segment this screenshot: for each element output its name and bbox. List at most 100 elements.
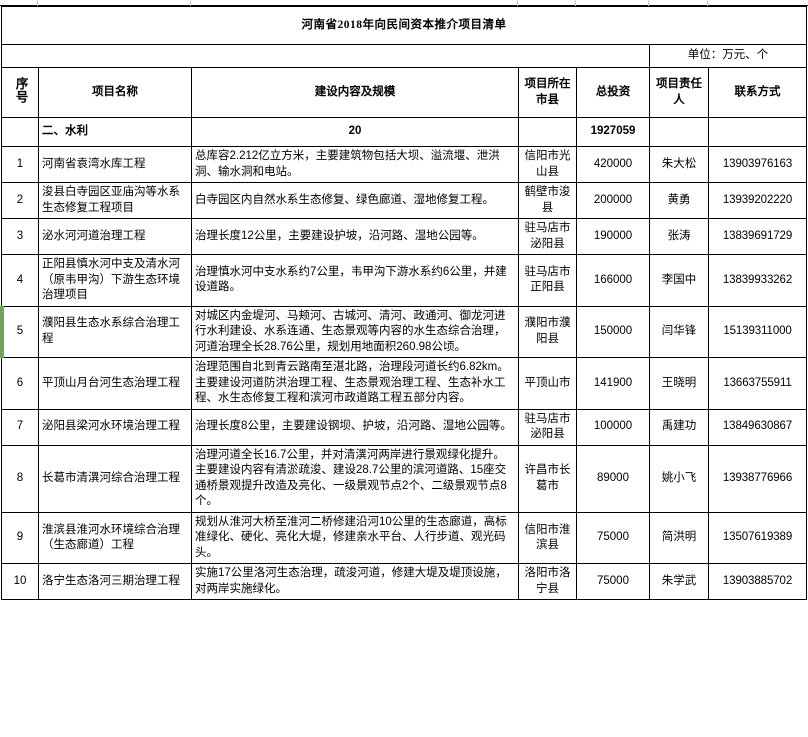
- cell-investment: 200000: [576, 182, 650, 220]
- unit-note: 单位：万元、个: [648, 44, 808, 68]
- cell-person: 姚小飞: [649, 444, 709, 513]
- cell-person: 禹建功: [649, 408, 709, 446]
- cell-investment: 190000: [576, 218, 650, 256]
- column-header-desc[interactable]: 建设内容及规模: [191, 67, 519, 118]
- cell-name: 洛宁生态洛河三期治理工程: [38, 563, 192, 601]
- cell-city: 驻马店市泌阳县: [518, 218, 577, 256]
- cell-city: 信阳市光山县: [518, 145, 577, 184]
- cell-investment: 89000: [576, 444, 650, 513]
- cell-contact: 13939202220: [707, 182, 808, 220]
- cell-contact: 13849630867: [707, 408, 808, 446]
- cell-contact: 13839691729: [707, 218, 808, 256]
- cell-city: 平顶山市: [518, 357, 577, 410]
- project-list-table: 河南省2018年向民间资本推介项目清单 单位：万元、个 序号 项目名称 建设内容…: [0, 6, 808, 601]
- cell-investment: 150000: [576, 305, 650, 359]
- cell-contact: 13663755911: [707, 357, 808, 410]
- cell-name: 泌水河河道治理工程: [38, 218, 192, 256]
- cell-seq: 7: [1, 408, 39, 446]
- table-row[interactable]: 2 浚县白寺园区亚庙沟等水系生态修复工程项目 白寺园区内自然水系生态修复、绿色廊…: [1, 182, 808, 220]
- cell-seq: 10: [1, 563, 39, 601]
- column-header-contact[interactable]: 联系方式: [707, 67, 808, 118]
- cell-desc: 治理长度12公里，主要建设护坡，沿河路、湿地公园等。: [191, 218, 519, 256]
- table-row-selected[interactable]: 5 濮阳县生态水系综合治理工程 对城区内金堤河、马颊河、古城河、清河、政通河、御…: [1, 305, 808, 359]
- table-row[interactable]: 7 泌阳县梁河水环境治理工程 治理长度8公里，主要建设钢坝、护坡，沿河路、湿地公…: [1, 408, 808, 446]
- cell-desc: 白寺园区内自然水系生态修复、绿色廊道、湿地修复工程。: [191, 182, 519, 220]
- cell-contact: 13839933262: [707, 254, 808, 307]
- section-title: 二、水利: [38, 117, 192, 147]
- cell-investment: 166000: [576, 254, 650, 307]
- page-title: 河南省2018年向民间资本推介项目清单: [0, 6, 808, 45]
- section-city: [518, 117, 577, 147]
- cell-desc: 治理慎水河中支水系约7公里，韦甲沟下游水系约6公里，并建设道路。: [191, 254, 519, 307]
- cell-contact: 13938776966: [707, 444, 808, 513]
- cell-seq: 5: [1, 305, 39, 359]
- table-row[interactable]: 9 淮滨县淮河水环境综合治理（生态廊道）工程 规划从淮河大桥至淮河二桥修建沿河1…: [1, 511, 808, 565]
- cell-city: 鹤壁市浚县: [518, 182, 577, 220]
- cell-desc: 对城区内金堤河、马颊河、古城河、清河、政通河、御龙河进行水利建设、水系连通、生态…: [191, 305, 519, 359]
- cell-investment: 141900: [576, 357, 650, 410]
- cell-desc: 总库容2.212亿立方米，主要建筑物包括大坝、溢流堰、泄洪洞、输水洞和电站。: [191, 145, 519, 184]
- column-header-city[interactable]: 项目所在市县: [518, 67, 577, 118]
- section-contact: [707, 117, 808, 147]
- cell-name: 河南省袁湾水库工程: [38, 145, 192, 184]
- column-header-investment[interactable]: 总投资: [576, 67, 650, 118]
- cell-contact: 13507619389: [707, 511, 808, 565]
- cell-person: 朱学武: [649, 563, 709, 601]
- table-row[interactable]: 1 河南省袁湾水库工程 总库容2.212亿立方米，主要建筑物包括大坝、溢流堰、泄…: [1, 145, 808, 184]
- table-header-row: 序号 项目名称 建设内容及规模 项目所在市县 总投资 项目责任人 联系方式: [1, 67, 808, 118]
- cell-seq: 8: [1, 444, 39, 513]
- cell-contact: 13903885702: [707, 563, 808, 601]
- cell-seq: 6: [1, 357, 39, 410]
- cell-person: 王晓明: [649, 357, 709, 410]
- cell-desc: 治理长度8公里，主要建设钢坝、护坡，沿河路、湿地公园等。: [191, 408, 519, 446]
- table-row[interactable]: 8 长葛市清潩河综合治理工程 治理河道全长16.7公里，并对清潩河两岸进行景观绿…: [1, 444, 808, 513]
- cell-contact: 15139311000: [707, 305, 808, 359]
- cell-investment: 75000: [576, 511, 650, 565]
- unit-row: 单位：万元、个: [1, 44, 808, 68]
- cell-desc: 治理河道全长16.7公里，并对清潩河两岸进行景观绿化提升。主要建设内容有清淤疏浚…: [191, 444, 519, 513]
- cell-seq: 4: [1, 254, 39, 307]
- cell-investment: 100000: [576, 408, 650, 446]
- column-header-person[interactable]: 项目责任人: [649, 67, 709, 118]
- cell-contact: 13903976163: [707, 145, 808, 184]
- row-selection-indicator: [0, 306, 4, 358]
- section-person: [649, 117, 709, 147]
- cell-person: 闫华锋: [649, 305, 709, 359]
- cell-investment: 420000: [576, 145, 650, 184]
- cell-person: 简洪明: [649, 511, 709, 565]
- section-project-count: 20: [191, 117, 519, 147]
- table-row[interactable]: 4 正阳县慎水河中支及清水河（原韦甲沟）下游生态环境治理项目 治理慎水河中支水系…: [1, 254, 808, 307]
- cell-seq: 9: [1, 511, 39, 565]
- cell-person: 张涛: [649, 218, 709, 256]
- column-header-seq[interactable]: 序号: [1, 67, 39, 118]
- cell-desc: 实施17公里洛河生态治理，疏浚河道，修建大堤及堤顶设施，对两岸实施绿化。: [191, 563, 519, 601]
- table-row[interactable]: 3 泌水河河道治理工程 治理长度12公里，主要建设护坡，沿河路、湿地公园等。 驻…: [1, 218, 808, 256]
- table-row[interactable]: 6 平顶山月台河生态治理工程 治理范围自北到青云路南至湛北路，治理段河道长约6.…: [1, 357, 808, 410]
- cell-seq: 1: [1, 145, 39, 184]
- cell-name: 长葛市清潩河综合治理工程: [38, 444, 192, 513]
- section-total-investment: 1927059: [576, 117, 650, 147]
- cell-name: 淮滨县淮河水环境综合治理（生态廊道）工程: [38, 511, 192, 565]
- cell-seq: 3: [1, 218, 39, 256]
- table-row[interactable]: 10 洛宁生态洛河三期治理工程 实施17公里洛河生态治理，疏浚河道，修建大堤及堤…: [1, 563, 808, 601]
- cell-desc: 规划从淮河大桥至淮河二桥修建沿河10公里的生态廊道，高标准绿化、硬化、亮化大堤，…: [191, 511, 519, 565]
- cell-city: 信阳市淮滨县: [518, 511, 577, 565]
- section-seq: [1, 117, 39, 147]
- cell-person: 朱大松: [649, 145, 709, 184]
- cell-investment: 75000: [576, 563, 650, 601]
- cell-name: 濮阳县生态水系综合治理工程: [38, 305, 192, 359]
- cell-city: 驻马店市泌阳县: [518, 408, 577, 446]
- column-header-seq-label: 序号: [13, 77, 28, 105]
- title-row: 河南省2018年向民间资本推介项目清单: [0, 6, 808, 45]
- cell-name: 正阳县慎水河中支及清水河（原韦甲沟）下游生态环境治理项目: [38, 254, 192, 307]
- cell-city: 许昌市长葛市: [518, 444, 577, 513]
- cell-city: 洛阳市洛宁县: [518, 563, 577, 601]
- cell-person: 黄勇: [649, 182, 709, 220]
- cell-name: 浚县白寺园区亚庙沟等水系生态修复工程项目: [38, 182, 192, 220]
- cell-city: 濮阳市濮阳县: [518, 305, 577, 359]
- cell-seq: 2: [1, 182, 39, 220]
- top-partial-row: [0, 0, 808, 6]
- column-header-name[interactable]: 项目名称: [38, 67, 192, 118]
- cell-desc: 治理范围自北到青云路南至湛北路，治理段河道长约6.82km。主要建设河道防洪治理…: [191, 357, 519, 410]
